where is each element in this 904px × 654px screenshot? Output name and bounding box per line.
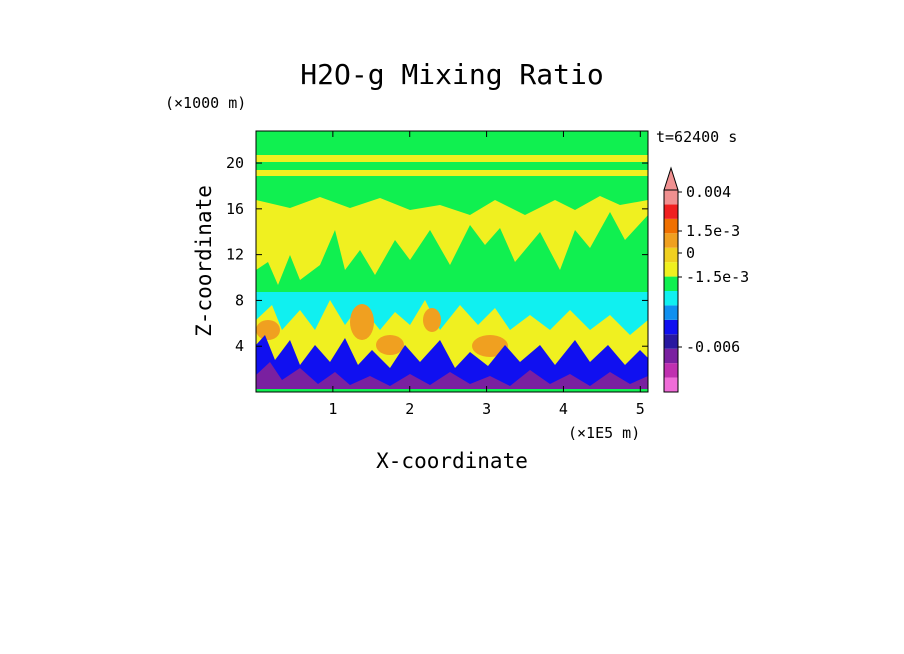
x-axis-label: X-coordinate	[376, 449, 528, 473]
x-unit-label: (×1E5 m)	[568, 424, 640, 442]
colorbar-tick-label: 0	[686, 244, 695, 262]
y-axis-ticks: 4 8 12 16 20	[226, 154, 648, 355]
x-axis-ticks: 1 2 3 4 5	[328, 131, 645, 418]
orange-cell-3	[376, 335, 404, 355]
orange-cell-5	[423, 308, 441, 332]
colorbar-level	[664, 319, 678, 335]
colorbar	[663, 166, 679, 393]
plot-frame	[255, 130, 649, 393]
y-tick-label: 16	[226, 200, 244, 218]
y-axis-label: Z-coordinate	[192, 185, 216, 337]
colorbar-level	[664, 233, 678, 248]
colorbar-tick-label: 0.004	[686, 183, 731, 201]
orange-cell-2	[350, 304, 374, 340]
y-tick-label: 12	[226, 246, 244, 264]
band-yellow-stripe-1	[256, 155, 648, 162]
colorbar-frame	[663, 189, 679, 393]
colorbar-level	[664, 190, 678, 205]
colorbar-level	[664, 218, 678, 234]
x-tick-label: 3	[482, 400, 491, 418]
colorbar-level	[664, 262, 678, 277]
band-blue	[256, 335, 648, 392]
band-mid-green-plumes	[256, 212, 648, 300]
colorbar-tick-label: 1.5e-3	[686, 222, 740, 240]
colorbar-tick-label: -0.006	[686, 338, 740, 356]
y-tick-label: 20	[226, 154, 244, 172]
band-ground-green	[256, 389, 648, 392]
time-label: t=62400 s	[656, 128, 737, 146]
colorbar-level	[664, 363, 678, 378]
colorbar-level	[664, 276, 678, 291]
x-tick-label: 1	[328, 400, 337, 418]
colorbar-level	[664, 291, 678, 306]
colorbar-level	[664, 377, 678, 392]
colorbar-level	[664, 348, 678, 364]
heatmap-field	[256, 131, 648, 392]
colorbar-level	[664, 305, 678, 320]
orange-cell-4	[472, 335, 508, 357]
x-tick-label: 4	[559, 400, 568, 418]
y-unit-label: (×1000 m)	[165, 94, 246, 112]
colorbar-cap	[663, 166, 679, 191]
y-tick-label: 8	[235, 291, 244, 309]
orange-cell-1	[256, 320, 280, 340]
band-purple	[256, 362, 648, 392]
colorbar-level	[664, 204, 678, 219]
colorbar-level	[664, 247, 678, 263]
colorbar-labels: 0.004 1.5e-3 0 -1.5e-3 -0.006	[678, 183, 749, 356]
x-tick-label: 5	[636, 400, 645, 418]
band-yellow-stripe-2	[256, 170, 648, 176]
chart-title: H2O-g Mixing Ratio	[300, 58, 603, 91]
colorbar-level	[664, 334, 678, 349]
x-tick-label: 2	[405, 400, 414, 418]
y-tick-label: 4	[235, 337, 244, 355]
colorbar-tick-label: -1.5e-3	[686, 268, 749, 286]
